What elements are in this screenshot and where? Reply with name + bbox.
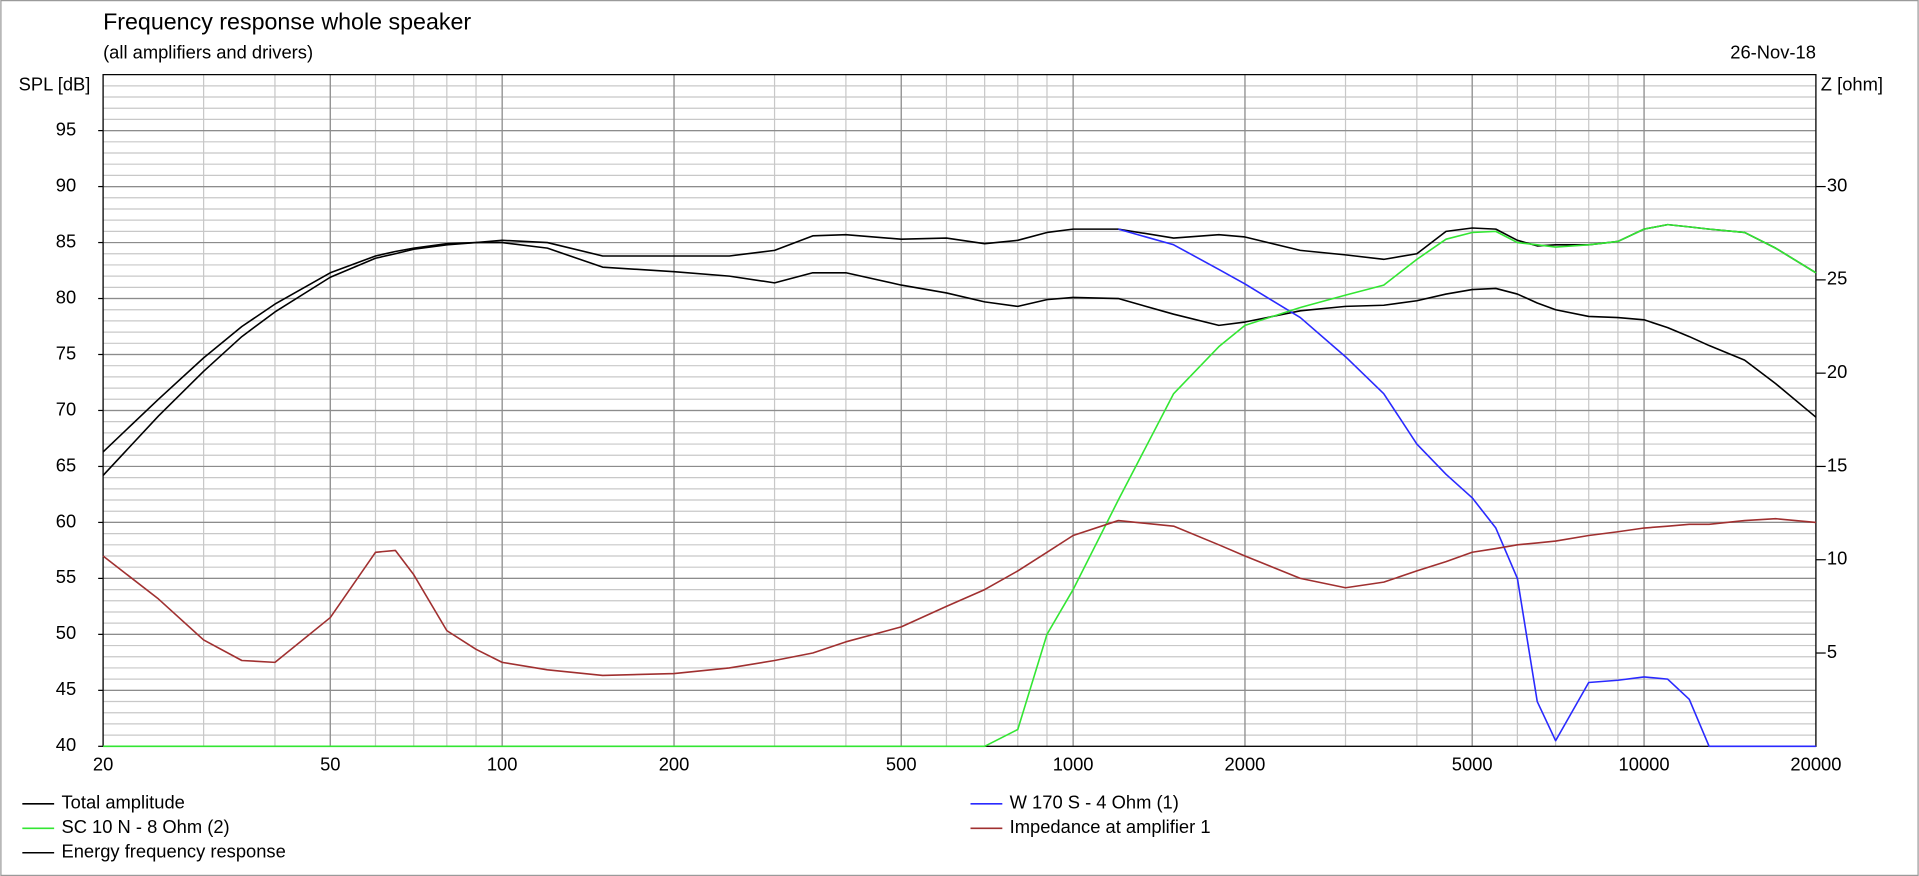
x-tick-label: 2000 xyxy=(1225,754,1266,775)
x-tick-label: 200 xyxy=(659,754,690,775)
y-tick-label: 80 xyxy=(56,286,76,307)
y-tick-label: 85 xyxy=(56,230,76,251)
chart-subtitle: (all amplifiers and drivers) xyxy=(103,42,313,63)
y2-tick-label: 15 xyxy=(1827,454,1847,475)
series-line xyxy=(1118,228,1816,748)
y2-tick-label: 5 xyxy=(1827,641,1837,662)
legend-label: W 170 S - 4 Ohm (1) xyxy=(1010,792,1179,813)
y2-tick-label: 30 xyxy=(1827,174,1847,195)
series-line xyxy=(102,241,1817,476)
x-tick-label: 50 xyxy=(320,754,340,775)
y2-tick-label: 25 xyxy=(1827,268,1847,289)
y-tick-label: 90 xyxy=(56,174,76,195)
series-line xyxy=(102,517,1816,677)
legend-label: Total amplitude xyxy=(61,792,184,813)
y-tick-label: 40 xyxy=(56,734,76,755)
x-tick-label: 5000 xyxy=(1452,754,1493,775)
legend-label: SC 10 N - 8 Ohm (2) xyxy=(61,816,229,837)
x-tick-label: 20000 xyxy=(1790,754,1841,775)
y-tick-label: 50 xyxy=(56,622,76,643)
x-tick-label: 100 xyxy=(487,754,518,775)
chart-date: 26-Nov-18 xyxy=(1730,42,1816,63)
y-axis-label: SPL [dB] xyxy=(19,73,91,94)
y-tick-label: 70 xyxy=(56,398,76,419)
y2-tick-label: 10 xyxy=(1827,548,1847,569)
y-tick-label: 45 xyxy=(56,678,76,699)
y-tick-label: 65 xyxy=(56,454,76,475)
x-tick-label: 500 xyxy=(886,754,917,775)
legend-label: Energy frequency response xyxy=(61,841,285,862)
y-tick-label: 75 xyxy=(56,342,76,363)
y-tick-label: 95 xyxy=(56,118,76,139)
x-tick-label: 10000 xyxy=(1619,754,1670,775)
legend-label: Impedance at amplifier 1 xyxy=(1010,816,1211,837)
y2-axis-label: Z [ohm] xyxy=(1821,73,1883,94)
chart-title: Frequency response whole speaker xyxy=(103,8,471,34)
x-tick-label: 1000 xyxy=(1053,754,1094,775)
y-tick-label: 55 xyxy=(56,566,76,587)
y-tick-label: 60 xyxy=(56,510,76,531)
x-tick-label: 20 xyxy=(93,754,113,775)
y2-tick-label: 20 xyxy=(1827,361,1847,382)
series-line xyxy=(103,223,1817,748)
